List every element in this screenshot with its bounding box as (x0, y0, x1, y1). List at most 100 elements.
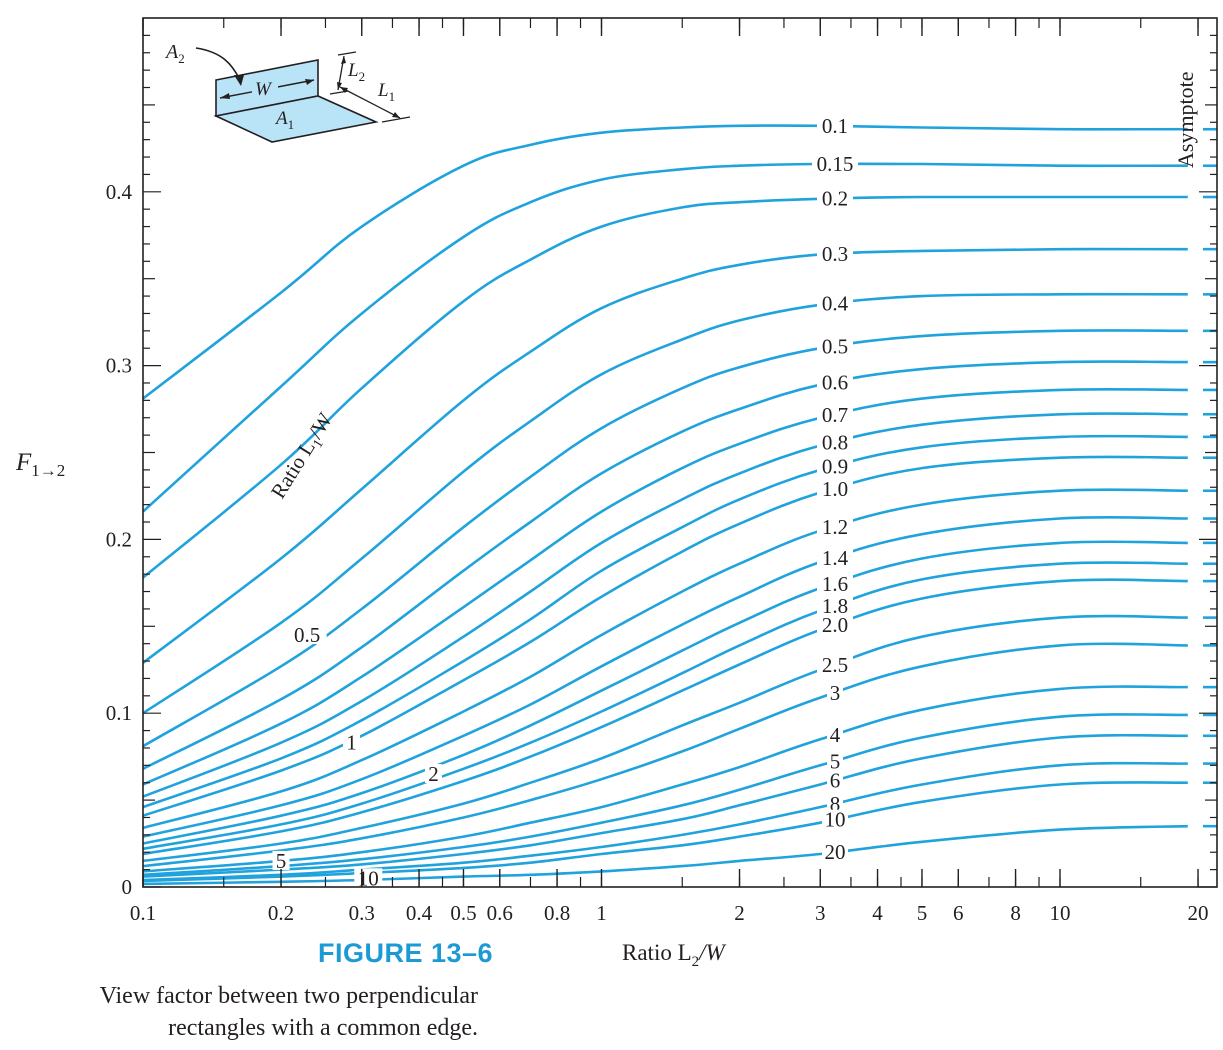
curve-1-4 (142, 515, 1188, 838)
curve-label-0-5: 0.5 (822, 334, 848, 358)
inline-label-10: 10 (358, 866, 379, 890)
curve-label-1-0: 1.0 (822, 477, 848, 501)
figure-caption: View factor between two perpendicular re… (0, 980, 478, 1044)
curve-label-bg-0-3 (817, 243, 853, 262)
curve-label-8: 8 (830, 792, 841, 816)
curve-label-10: 10 (825, 808, 846, 832)
curve-label-0-9: 0.9 (822, 455, 848, 479)
curve-label-0-2: 0.2 (822, 187, 848, 211)
curve-label-2-5: 2.5 (822, 653, 848, 677)
inline-label-5: 5 (276, 849, 287, 873)
curve-0-6 (142, 360, 1188, 770)
curve-0-5 (142, 329, 1188, 748)
curve-label-bg-10 (822, 809, 848, 828)
curve-label-1-4: 1.4 (822, 546, 849, 570)
curve-2-5 (142, 614, 1188, 863)
asymptote-label: Asymptote (1173, 71, 1198, 168)
inline-label-1: 1 (346, 731, 357, 755)
x-tick-label-2: 2 (734, 901, 745, 925)
curve-label-3: 3 (830, 681, 841, 705)
x-tick-label-0-3: 0.3 (349, 901, 375, 925)
curve-label-0-15: 0.15 (817, 152, 854, 176)
curve-label-20: 20 (825, 840, 846, 864)
curve-0-4 (142, 292, 1188, 715)
x-tick-label-1: 1 (596, 901, 607, 925)
curve-label-bg-0-2 (817, 188, 853, 207)
curve-4 (142, 685, 1188, 873)
figure-caption-line-1: View factor between two perpendicular (99, 983, 478, 1009)
curve-0-7 (142, 387, 1188, 786)
curve-label-bg-0-4 (817, 293, 853, 312)
x-tick-label-0-1: 0.1 (130, 901, 156, 925)
curve-label-bg-8 (827, 793, 843, 812)
curve-0-9 (142, 434, 1188, 809)
curve-1-0 (142, 455, 1188, 817)
curve-20 (142, 824, 1188, 886)
curve-label-bg-2-0 (817, 615, 853, 634)
curve-label-bg-4 (827, 724, 843, 743)
family-label: Ratio L1/W (266, 408, 341, 505)
curve-label-1-8: 1.8 (822, 594, 848, 618)
x-tick-label-0-2: 0.2 (268, 901, 294, 925)
inline-label-bg-0-5 (287, 624, 327, 644)
figure-number: FIGURE 13–6 (318, 938, 494, 968)
inset-label-l1: L1 (377, 80, 395, 104)
curve-label-bg-1-4 (817, 547, 853, 566)
inline-label-bg-5 (272, 850, 290, 870)
curve-label-bg-2-5 (817, 654, 853, 673)
curve-0-2 (142, 195, 1188, 579)
curve-label-bg-1-0 (817, 478, 853, 497)
x-tick-label-4: 4 (872, 901, 883, 925)
asymptote-ticks-layer (1203, 127, 1217, 828)
curve-label-bg-3 (827, 683, 843, 702)
curve-label-bg-0-1 (817, 116, 853, 135)
curve-label-bg-1-2 (817, 516, 853, 535)
curve-3 (142, 642, 1188, 868)
x-tick-label-0-8: 0.8 (544, 901, 570, 925)
curve-labels-layer: 0.1 0.15 0.2 0.3 0.4 0.5 0.6 0.7 0.80.91.0 1.2 1.4… (272, 114, 858, 890)
x-tick-label-0-4: 0.4 (406, 901, 433, 925)
inset-rect-a1 (213, 95, 379, 143)
curve-label-bg-1-6 (817, 573, 853, 592)
x-axis-label: Ratio L2/W (622, 940, 727, 970)
curve-label-bg-1-8 (817, 596, 853, 615)
x-tick-label-10: 10 (1049, 901, 1070, 925)
inline-label-2: 2 (428, 762, 439, 786)
curve-0-1 (142, 124, 1188, 400)
curve-label-0-4: 0.4 (822, 292, 849, 316)
curve-label-bg-0-9 (817, 456, 853, 475)
curve-1-6 (142, 540, 1188, 845)
inline-label-bg-1 (343, 732, 361, 752)
curve-label-4: 4 (830, 723, 841, 747)
geometry-inset: W A1 A2 L2 L1 (164, 41, 411, 143)
inset-label-a2: A2 (164, 41, 185, 66)
curve-0-15 (142, 162, 1188, 513)
y-tick-label-0: 0 (122, 875, 133, 899)
curve-1-8 (142, 561, 1188, 851)
curve-10 (142, 781, 1188, 883)
y-tick-label-0-4: 0.4 (106, 180, 133, 204)
curve-label-0-7: 0.7 (822, 403, 848, 427)
x-tick-label-0-5: 0.5 (450, 901, 476, 925)
curve-label-bg-5 (827, 751, 843, 770)
y-tick-label-0-1: 0.1 (106, 701, 132, 725)
inline-label-bg-2 (424, 764, 442, 784)
curve-label-bg-0-7 (817, 404, 853, 423)
curve-label-bg-20 (822, 842, 848, 861)
curve-label-0-8: 0.8 (822, 431, 848, 455)
x-tick-label-6: 6 (953, 901, 964, 925)
curve-label-1-2: 1.2 (822, 515, 848, 539)
x-tick-label-3: 3 (815, 901, 826, 925)
curve-label-bg-0-15 (812, 153, 858, 172)
x-tick-label-8: 8 (1010, 901, 1021, 925)
inline-label-0-5: 0.5 (294, 623, 320, 647)
curve-0-3 (142, 247, 1188, 664)
y-tick-label-0-2: 0.2 (106, 527, 132, 551)
inset-label-a1: A1 (274, 108, 294, 132)
curve-0-8 (142, 412, 1188, 798)
inset-label-l2: L2 (347, 60, 365, 84)
x-tick-label-0-6: 0.6 (487, 901, 513, 925)
y-tick-label-0-3: 0.3 (106, 354, 132, 378)
curve-label-0-6: 0.6 (822, 370, 848, 394)
